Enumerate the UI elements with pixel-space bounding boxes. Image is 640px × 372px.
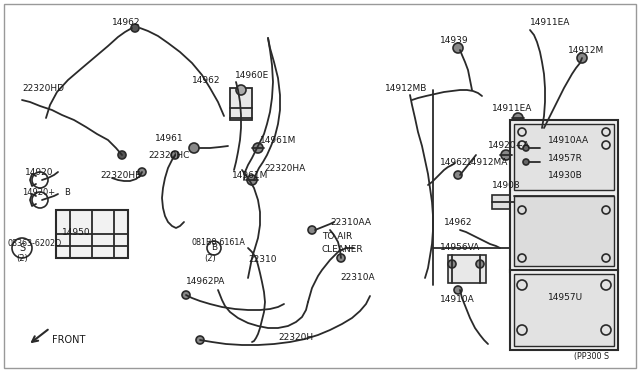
Circle shape [131,24,139,32]
Text: 22320HD: 22320HD [22,83,64,93]
Bar [514,124,614,190]
Text: 22320HC: 22320HC [148,151,189,160]
Text: 14920: 14920 [25,167,54,176]
Circle shape [523,145,529,151]
Text: 14962: 14962 [112,17,141,26]
Text: 14920+A: 14920+A [488,141,530,150]
Circle shape [118,151,126,159]
Text: 14957R: 14957R [548,154,583,163]
Bar [510,120,618,272]
Bar [514,196,614,266]
Circle shape [171,151,179,159]
Circle shape [454,171,462,179]
Text: 14912MB: 14912MB [385,83,428,93]
Circle shape [513,113,523,123]
Text: 14960E: 14960E [235,71,269,80]
Text: 14911EA: 14911EA [530,17,570,26]
Text: 14950: 14950 [62,228,91,237]
Circle shape [247,175,257,185]
Circle shape [448,260,456,268]
Circle shape [182,291,190,299]
Circle shape [577,53,587,63]
Text: (2): (2) [16,253,28,263]
Text: 22320H: 22320H [278,334,313,343]
Text: 08363-6202D: 08363-6202D [8,240,62,248]
Text: 14961M: 14961M [232,170,268,180]
Text: 22310AA: 22310AA [330,218,371,227]
Bar [56,210,128,258]
Text: 14912MA: 14912MA [466,157,508,167]
Text: 14908: 14908 [492,180,520,189]
Text: S: S [19,243,25,253]
Text: FRONT: FRONT [52,335,85,345]
Text: CLEANER: CLEANER [322,246,364,254]
Text: 14912M: 14912M [568,45,604,55]
Text: 22320HB: 22320HB [100,170,141,180]
Circle shape [523,159,529,165]
Circle shape [253,143,263,153]
Circle shape [501,150,511,160]
Bar [230,88,252,120]
Text: 22320HA: 22320HA [264,164,305,173]
Bar [514,274,614,346]
Text: 14910A: 14910A [440,295,475,305]
Circle shape [453,43,463,53]
Text: 14962PA: 14962PA [186,278,225,286]
Text: 081B8-6161A: 081B8-6161A [192,237,246,247]
Text: 14961M: 14961M [260,135,296,144]
Text: 14939: 14939 [440,35,468,45]
Text: B: B [211,244,217,253]
Circle shape [138,168,146,176]
Circle shape [308,226,316,234]
Text: 14911EA: 14911EA [492,103,532,112]
Text: 14910AA: 14910AA [548,135,589,144]
Text: TO AIR: TO AIR [322,231,352,241]
Text: 14962: 14962 [444,218,472,227]
Text: 14957U: 14957U [548,294,583,302]
Text: (PP300 S: (PP300 S [574,352,609,360]
Text: 14920+: 14920+ [22,187,55,196]
Text: (2): (2) [204,253,216,263]
Text: 14962: 14962 [440,157,468,167]
Bar [448,255,486,283]
Circle shape [454,286,462,294]
Text: 14956VA: 14956VA [440,244,480,253]
Text: B: B [64,187,70,196]
Bar [510,270,618,350]
Bar [492,195,514,209]
Text: 22310: 22310 [248,256,276,264]
Text: 22310A: 22310A [340,273,374,282]
Circle shape [196,336,204,344]
Circle shape [189,143,199,153]
Circle shape [476,260,484,268]
Text: 14930B: 14930B [548,170,583,180]
Circle shape [337,254,345,262]
Text: 14961: 14961 [155,134,184,142]
Circle shape [236,85,246,95]
Text: 14962: 14962 [192,76,221,84]
